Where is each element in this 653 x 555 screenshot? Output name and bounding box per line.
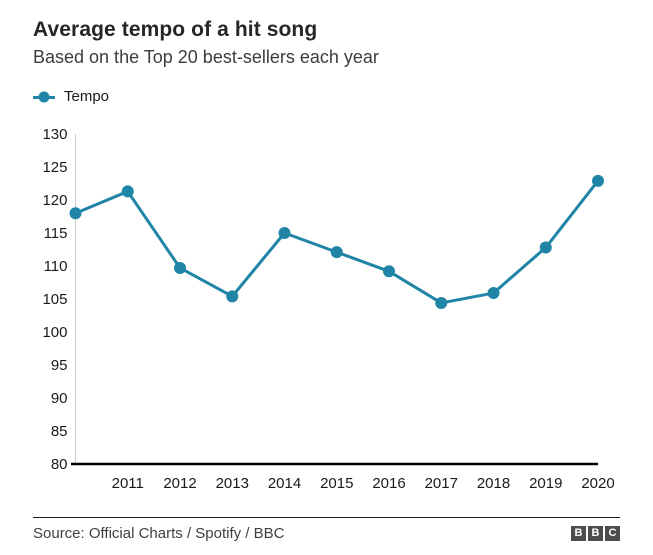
tempo-line-chart: 130 125 120 115 110 105 100 95 90 85 80 2011 2012 201… xyxy=(0,112,653,504)
legend-label: Tempo xyxy=(64,88,110,105)
data-point-2014 xyxy=(278,227,291,239)
data-point-2020 xyxy=(592,174,604,187)
chart-subtitle: Based on the Top 20 best-sellers each ye… xyxy=(33,47,379,67)
data-point-2010 xyxy=(69,207,82,220)
data-point-2015 xyxy=(330,246,343,259)
data-point-2019 xyxy=(539,241,552,254)
chart-svg: 130 125 120 115 110 105 100 95 90 85 80 2011 2012 201… xyxy=(42,126,614,492)
y-axis-tick-label: 120 xyxy=(42,192,67,209)
footer-divider xyxy=(33,517,620,518)
x-axis-tick-label: 2013 xyxy=(216,475,249,492)
bbc-logo-letter: C xyxy=(605,526,620,541)
chart-title: Average tempo of a hit song xyxy=(33,18,318,41)
data-point-2017 xyxy=(435,296,448,309)
y-axis-tick-label: 125 xyxy=(42,159,67,176)
x-axis-tick-label: 2014 xyxy=(268,475,301,492)
y-axis-tick-label: 110 xyxy=(44,258,68,275)
data-point-2012 xyxy=(174,261,186,274)
chart-header: Average tempo of a hit song Based on the… xyxy=(33,17,379,69)
y-axis-tick-label: 80 xyxy=(51,456,68,473)
data-point-2016 xyxy=(383,265,395,278)
y-axis-tick-label: 95 xyxy=(51,357,68,374)
data-point-2018 xyxy=(487,287,500,300)
bbc-logo-letter: B xyxy=(588,526,603,541)
y-axis-tick-label: 90 xyxy=(51,390,68,407)
tempo-line xyxy=(74,179,600,305)
bbc-logo: B B C xyxy=(571,526,620,541)
x-axis-tick-label: 2020 xyxy=(581,475,614,492)
y-axis-tick-label: 100 xyxy=(42,324,67,341)
x-axis-tick-label: 2016 xyxy=(372,475,405,492)
x-axis-tick-label: 2015 xyxy=(320,475,353,492)
x-axis-tick-label: 2012 xyxy=(163,475,196,492)
x-axis-tick-label: 2018 xyxy=(477,475,510,492)
source-text: Source: Official Charts / Spotify / BBC xyxy=(33,525,285,542)
x-axis-tick-label: 2011 xyxy=(112,475,144,492)
x-axis-tick-label: 2019 xyxy=(529,475,562,492)
legend: Tempo xyxy=(33,89,109,105)
bbc-logo-letter: B xyxy=(571,526,586,541)
data-point-2013 xyxy=(226,290,239,303)
y-axis-tick-label: 105 xyxy=(42,291,67,308)
data-point-2011 xyxy=(121,185,134,198)
y-axis-tick-label: 115 xyxy=(44,225,68,242)
x-axis-tick-label: 2017 xyxy=(425,475,458,492)
legend-line-marker-icon xyxy=(33,95,55,99)
y-axis-tick-label: 85 xyxy=(51,423,68,440)
y-axis-tick-label: 130 xyxy=(42,126,67,143)
